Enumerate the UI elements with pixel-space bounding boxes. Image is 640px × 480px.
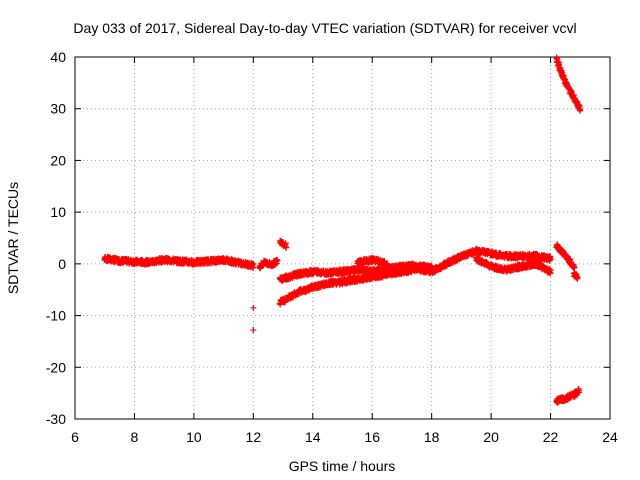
y-tick-label: -10 [46, 308, 66, 324]
x-tick-label: 12 [246, 429, 262, 445]
data-point [250, 304, 257, 311]
x-tick-label: 16 [364, 429, 380, 445]
axis-ticks: 6 8 10 12 14 16 18 20 22 24 -30 -20 -10 0 10 20 30 40 [46, 49, 618, 445]
x-tick-label: 24 [602, 429, 618, 445]
data-point [274, 256, 281, 263]
data-point [577, 107, 584, 114]
y-tick-label: 10 [50, 204, 66, 220]
data-point [574, 273, 581, 280]
plot-frame [74, 56, 611, 420]
grid [75, 57, 610, 419]
data-point [573, 273, 580, 280]
data-point [250, 327, 257, 334]
x-tick-label: 18 [424, 429, 440, 445]
data-point [547, 256, 554, 263]
x-tick-label: 10 [186, 429, 202, 445]
data-point [575, 387, 582, 394]
data-point [384, 261, 391, 268]
chart-title: Day 033 of 2017, Sidereal Day-to-day VTE… [73, 20, 576, 36]
x-tick-label: 14 [305, 429, 321, 445]
y-tick-label: 40 [50, 49, 66, 65]
data-point [282, 244, 289, 251]
x-tick-label: 6 [71, 429, 79, 445]
y-tick-label: -30 [46, 411, 66, 427]
data-points [101, 54, 584, 406]
x-tick-label: 20 [483, 429, 499, 445]
y-tick-label: 0 [58, 256, 66, 272]
y-tick-label: 20 [50, 152, 66, 168]
data-point [557, 65, 564, 72]
data-point [571, 264, 578, 271]
x-tick-label: 22 [543, 429, 559, 445]
x-tick-label: 8 [131, 429, 139, 445]
y-tick-label: 30 [50, 101, 66, 117]
data-point [547, 267, 554, 274]
x-axis-label: GPS time / hours [289, 458, 396, 474]
data-point [250, 264, 257, 271]
y-axis-label: SDTVAR / TECUs [5, 182, 21, 294]
y-tick-label: -20 [46, 359, 66, 375]
